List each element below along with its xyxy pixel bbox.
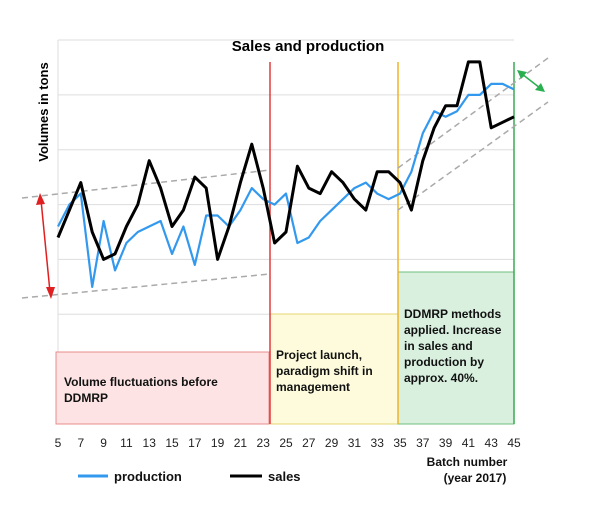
x-tick-label: 23	[257, 436, 271, 450]
x-axis-label-line2: (year 2017)	[444, 471, 507, 485]
x-tick-label: 9	[100, 436, 107, 450]
x-tick-labels: 5 7 9 11 13 15 17 19 21 23 25 27 29 31 33 35 37 39 41 43 45	[55, 436, 521, 450]
x-tick-label: 33	[371, 436, 385, 450]
phase2-text-3: management	[276, 380, 350, 394]
x-tick-label: 19	[211, 436, 225, 450]
phase3-text-2: applied. Increase	[404, 323, 502, 337]
legend: production sales	[78, 469, 301, 484]
sales-line	[56, 60, 515, 261]
phase3-text-4: production by	[404, 355, 484, 369]
trend-lower-1	[21, 273, 271, 299]
phase1-box	[55, 351, 270, 425]
chart-title: Sales and production	[232, 38, 385, 55]
x-tick-label: 43	[485, 436, 499, 450]
red-range-arrow	[36, 193, 55, 299]
x-tick-label: 35	[393, 436, 407, 450]
x-axis-label-line1: Batch number	[427, 455, 508, 469]
phase2-text-1: Project launch,	[276, 348, 362, 362]
legend-production-label: production	[114, 469, 182, 484]
x-tick-label: 39	[439, 436, 453, 450]
x-tick-label: 31	[348, 436, 362, 450]
x-tick-label: 25	[279, 436, 293, 450]
phase2-box	[269, 313, 399, 425]
legend-sales-label: sales	[268, 469, 301, 484]
y-axis-label: Volumes in tons	[36, 62, 51, 161]
x-tick-label: 5	[55, 436, 62, 450]
green-range-arrow	[517, 70, 545, 92]
phase3-box	[397, 271, 515, 425]
trend-lower-2	[397, 101, 549, 211]
x-tick-label: 11	[120, 436, 133, 450]
x-tick-label: 7	[77, 436, 84, 450]
phase2-text-2: paradigm shift in	[276, 364, 373, 378]
trend-upper-1	[21, 169, 271, 199]
x-tick-label: 27	[302, 436, 316, 450]
x-tick-label: 41	[462, 436, 476, 450]
x-tick-label: 15	[165, 436, 179, 450]
phase1-text-2: DDMRP	[64, 391, 108, 405]
phase1-text-1: Volume fluctuations before	[64, 375, 218, 389]
phase3-text-3: in sales and	[404, 339, 473, 353]
gridlines	[57, 39, 514, 424]
phase3-text-1: DDMRP methods	[404, 307, 501, 321]
x-tick-label: 21	[234, 436, 248, 450]
x-tick-label: 37	[416, 436, 430, 450]
x-tick-label: 13	[143, 436, 157, 450]
x-tick-label: 45	[507, 436, 521, 450]
x-tick-label: 17	[188, 436, 202, 450]
production-line	[57, 82, 515, 288]
phase3-text-5: approx. 40%.	[404, 371, 478, 385]
trend-upper-2	[397, 57, 549, 169]
x-tick-label: 29	[325, 436, 339, 450]
